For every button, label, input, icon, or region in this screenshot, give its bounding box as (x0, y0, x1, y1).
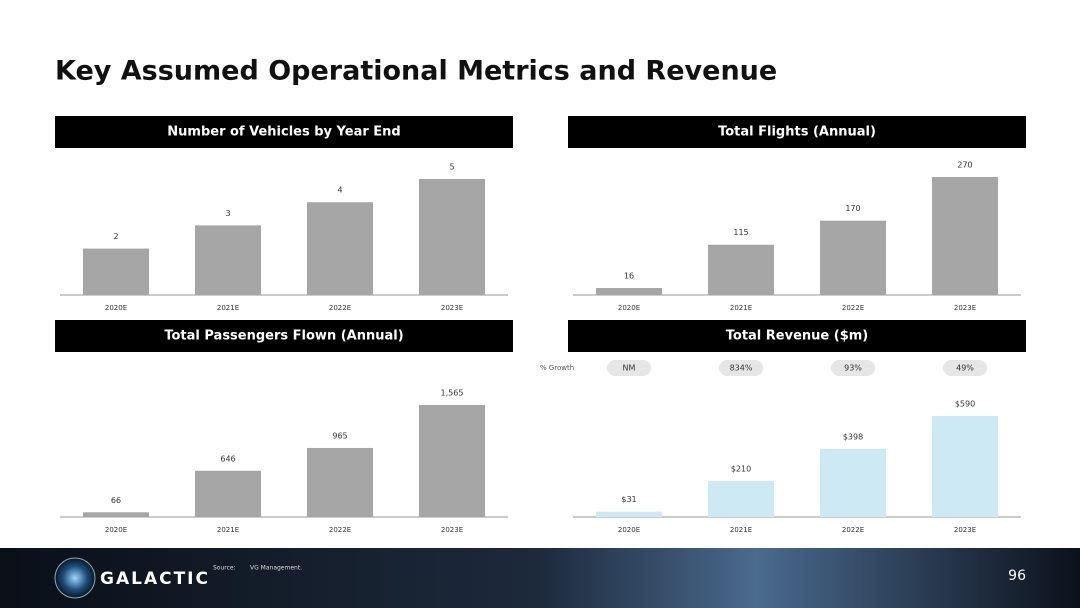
x-tick-label: 2022E (329, 304, 351, 312)
x-tick-label: 2020E (618, 304, 640, 312)
page-title: Key Assumed Operational Metrics and Reve… (55, 56, 777, 87)
panel-header (55, 116, 513, 148)
bar (419, 179, 485, 295)
logo-orb (54, 557, 96, 599)
bar (820, 220, 886, 295)
value-label: 646 (220, 454, 235, 463)
bar (708, 244, 774, 295)
panel-header (568, 320, 1026, 352)
panel-header (55, 320, 513, 352)
logo-text: GALACTIC (100, 569, 210, 589)
bar (708, 481, 774, 517)
x-tick-label: 2020E (618, 526, 640, 534)
bar (83, 248, 149, 295)
value-label: $590 (955, 400, 975, 409)
growth-value: 834% (730, 364, 753, 373)
value-label: 170 (845, 204, 860, 213)
value-label: $398 (843, 432, 863, 441)
growth-value: NM (623, 364, 636, 373)
bar (596, 511, 662, 517)
value-label: 5 (449, 163, 454, 172)
x-tick-label: 2021E (730, 526, 752, 534)
bar (820, 448, 886, 517)
bar (932, 416, 998, 517)
source-label: Source: (213, 565, 236, 572)
bar (83, 512, 149, 517)
bar (195, 225, 261, 295)
chart-title: Total Passengers Flown (Annual) (164, 329, 403, 344)
bar (307, 202, 373, 295)
x-tick-label: 2023E (441, 526, 463, 534)
value-label: 4 (337, 186, 342, 195)
chart-title: Total Flights (Annual) (718, 125, 876, 140)
growth-value: 49% (956, 364, 974, 373)
source: VG Management. (250, 565, 302, 572)
value-label: 2 (113, 232, 118, 241)
chart-title: Total Revenue ($m) (726, 329, 869, 344)
x-tick-label: 2021E (730, 304, 752, 312)
value-label: $210 (731, 465, 751, 474)
x-tick-label: 2022E (329, 526, 351, 534)
x-tick-label: 2023E (954, 526, 976, 534)
growth-pill (719, 360, 763, 376)
value-label: $31 (621, 495, 636, 504)
x-tick-label: 2021E (217, 304, 239, 312)
page-number: 96 (1008, 568, 1026, 584)
value-label: 66 (111, 496, 121, 505)
footer-band (0, 548, 1080, 608)
x-tick-label: 2023E (954, 304, 976, 312)
panel-header (568, 116, 1026, 148)
bar (307, 447, 373, 517)
growth-value: 93% (844, 364, 862, 373)
growth-label: % Growth (540, 364, 574, 372)
growth-pill (607, 360, 651, 376)
x-tick-label: 2020E (105, 526, 127, 534)
x-tick-label: 2020E (105, 304, 127, 312)
growth-pill (943, 360, 987, 376)
bar (932, 177, 998, 295)
value-label: 115 (733, 228, 748, 237)
value-label: 1,565 (441, 389, 464, 398)
x-tick-label: 2023E (441, 304, 463, 312)
bar (195, 470, 261, 517)
x-tick-label: 2021E (217, 526, 239, 534)
value-label: 16 (624, 272, 634, 281)
charts: Number of Vehicles by Year End 2 2020E 3 202… (55, 116, 1026, 534)
value-label: 965 (332, 431, 347, 440)
bar (419, 405, 485, 517)
x-tick-label: 2022E (842, 304, 864, 312)
value-label: 3 (225, 209, 230, 218)
x-tick-label: 2022E (842, 526, 864, 534)
chart-title: Number of Vehicles by Year End (167, 125, 400, 140)
bar (596, 288, 662, 295)
value-label: 270 (957, 161, 972, 170)
growth-pill (831, 360, 875, 376)
